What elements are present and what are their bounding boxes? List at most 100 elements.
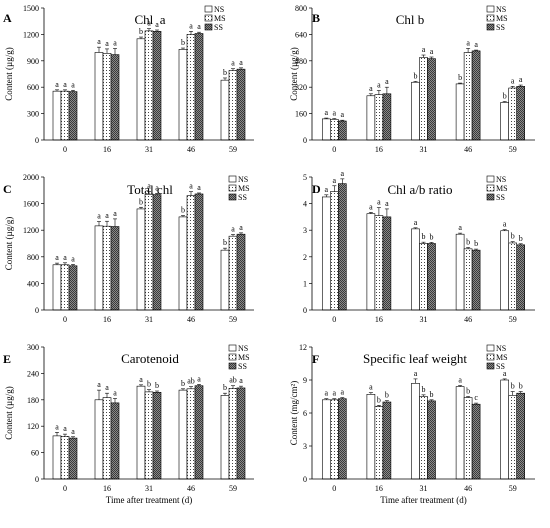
y-tick-label: 900 xyxy=(27,57,39,66)
significance-label: a xyxy=(239,376,243,385)
significance-label: b xyxy=(385,391,389,400)
y-tick-label: 0 xyxy=(303,306,307,315)
y-tick-label: 120 xyxy=(27,422,39,431)
bar-ss xyxy=(236,68,246,141)
significance-label: a xyxy=(239,223,243,232)
x-tick-label: 0 xyxy=(63,484,67,493)
bar-ss xyxy=(382,216,392,311)
significance-label: b xyxy=(503,92,507,101)
bar-ns xyxy=(321,196,331,311)
y-tick-label: 480 xyxy=(295,57,307,66)
x-axis-label: Time after treatment (d) xyxy=(106,495,192,505)
significance-label: a xyxy=(155,183,159,192)
x-tick-label: 0 xyxy=(63,145,67,154)
bar-ns xyxy=(500,102,510,141)
bar-ns xyxy=(455,83,465,141)
bar-ns xyxy=(411,228,420,311)
legend-label: SS xyxy=(214,23,223,32)
significance-label: b xyxy=(430,232,434,241)
significance-label: a xyxy=(105,383,109,392)
bar-ns xyxy=(178,216,188,311)
bar-ss xyxy=(337,398,347,480)
significance-label: a xyxy=(55,422,59,431)
legend-label: MS xyxy=(214,14,226,23)
bar-ss xyxy=(110,54,120,141)
legend-swatch-ns xyxy=(486,175,495,183)
bar-ns xyxy=(94,399,104,480)
bar-ns xyxy=(178,49,188,141)
bar-ss xyxy=(471,249,481,311)
significance-label: b xyxy=(422,385,426,394)
significance-label: a xyxy=(97,212,101,221)
bar-ms xyxy=(186,195,196,311)
bar-ms xyxy=(60,436,70,480)
significance-label: a xyxy=(325,108,329,117)
x-tick-label: 16 xyxy=(375,484,383,493)
panel-letter: A xyxy=(3,11,12,25)
significance-label: b xyxy=(181,379,185,388)
legend-swatch-ss xyxy=(486,362,495,370)
legend-swatch-ns xyxy=(228,175,237,183)
bar-ss xyxy=(427,58,436,141)
bar-ss xyxy=(516,392,526,480)
significance-label: a xyxy=(97,380,101,389)
bar-ms xyxy=(186,34,196,141)
bar-ms xyxy=(102,53,112,141)
y-tick-label: 0 xyxy=(35,136,39,145)
bar-ns xyxy=(178,389,188,480)
significance-label: a xyxy=(197,374,201,383)
x-tick-label: 0 xyxy=(332,484,336,493)
x-tick-label: 0 xyxy=(332,315,336,324)
x-tick-label: 0 xyxy=(63,315,67,324)
bar-ms xyxy=(463,248,473,311)
legend-label: SS xyxy=(496,193,505,202)
significance-label: b xyxy=(511,232,515,241)
significance-label: a xyxy=(341,169,345,178)
legend-swatch-ms xyxy=(204,14,213,22)
x-tick-label: 59 xyxy=(509,484,517,493)
x-tick-label: 0 xyxy=(332,145,336,154)
x-tick-label: 59 xyxy=(229,315,237,324)
bar-ns xyxy=(500,379,510,480)
y-tick-label: 60 xyxy=(31,449,39,458)
panel-letter: B xyxy=(312,11,320,25)
significance-label: a xyxy=(231,59,235,68)
bar-ms xyxy=(228,235,238,311)
significance-label: a xyxy=(325,185,329,194)
legend-swatch-ms xyxy=(228,353,237,361)
legend-label: SS xyxy=(496,23,505,32)
x-tick-label: 31 xyxy=(420,315,428,324)
significance-label: a xyxy=(333,109,337,118)
bar-ss xyxy=(194,193,204,311)
significance-label: a xyxy=(55,253,59,262)
y-tick-label: 12 xyxy=(299,343,307,352)
significance-label: a xyxy=(458,223,462,232)
bar-ss xyxy=(68,265,78,311)
bar-ns xyxy=(411,81,420,141)
legend-swatch-ss xyxy=(204,23,213,31)
significance-label: b xyxy=(422,232,426,241)
bar-ms xyxy=(228,70,238,141)
significance-label: a xyxy=(414,369,418,378)
significance-label: b xyxy=(223,383,227,392)
bar-ms xyxy=(329,191,339,311)
significance-label: a xyxy=(369,383,373,392)
bar-ns xyxy=(136,208,146,311)
bar-ms xyxy=(508,242,518,311)
significance-label: b xyxy=(139,197,143,206)
bar-ns xyxy=(52,264,62,311)
significance-label: a xyxy=(385,199,389,208)
significance-label: b xyxy=(511,382,515,391)
bar-ms xyxy=(329,119,339,141)
x-axis-label: Time after treatment (d) xyxy=(380,495,466,505)
x-tick-label: 31 xyxy=(145,484,153,493)
panel-title: Chl a xyxy=(134,12,165,27)
significance-label: a xyxy=(113,38,117,47)
x-tick-label: 31 xyxy=(420,484,428,493)
significance-label: a xyxy=(377,198,381,207)
significance-label: b xyxy=(139,27,143,36)
legend-label: NS xyxy=(496,5,506,14)
significance-label: a xyxy=(466,38,470,47)
